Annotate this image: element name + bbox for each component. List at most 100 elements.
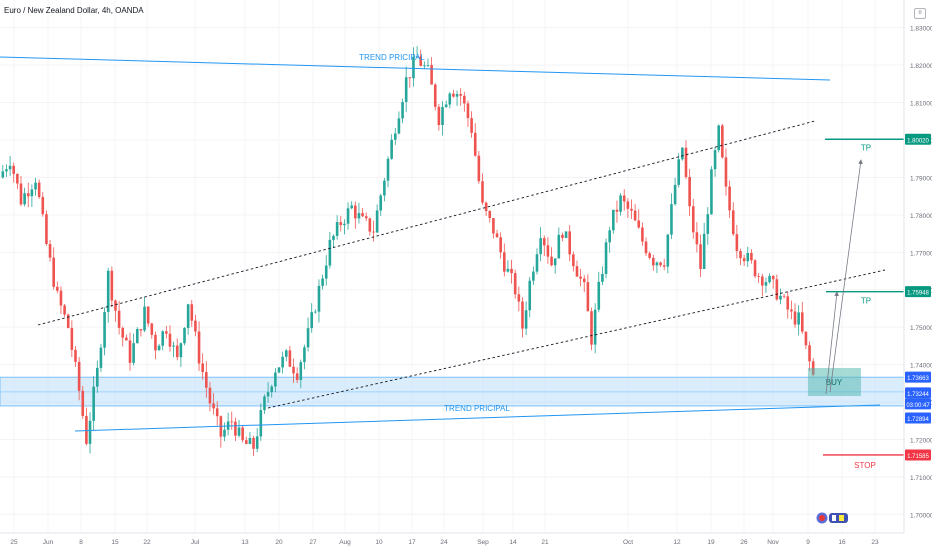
candle-body (194, 320, 197, 332)
candle-body (768, 275, 771, 283)
candle-body (368, 218, 372, 232)
candle-body (350, 205, 353, 209)
x-tick-label: 8 (79, 539, 83, 546)
candle-body (637, 220, 641, 228)
candle-body (681, 147, 684, 160)
candle-body (208, 387, 212, 404)
x-tick-label: 25 (10, 539, 18, 546)
candle-body (48, 244, 52, 258)
candle-body (292, 366, 295, 374)
buy-label: BUY (826, 378, 843, 387)
candle-body (735, 234, 739, 251)
candle-body (575, 266, 579, 277)
candle-body (455, 94, 459, 97)
candle-body (128, 340, 132, 363)
tp1-price-badge-bg (905, 133, 931, 145)
candle-body (390, 139, 393, 159)
candle-body (248, 437, 252, 444)
candle-body (81, 390, 85, 416)
candle-body (175, 345, 179, 358)
candle-body (92, 386, 95, 421)
candle-body (608, 230, 611, 243)
candle-body (441, 107, 444, 126)
candle-body (45, 214, 48, 245)
candle-body (764, 282, 768, 286)
candle-body (52, 257, 55, 287)
candle-body (284, 350, 288, 357)
candle-body (659, 262, 662, 266)
candle-body (648, 253, 651, 258)
candle-body (168, 333, 172, 347)
candle-body (324, 265, 328, 279)
candle-body (354, 205, 357, 219)
candle-body (528, 280, 532, 311)
candle-body (379, 195, 383, 211)
candle-body (26, 193, 30, 197)
candle-body (372, 231, 375, 233)
candle-body (266, 392, 270, 397)
candle-body (74, 349, 77, 362)
candles (1, 46, 815, 457)
candle-body (179, 343, 183, 358)
candle-body (644, 241, 648, 254)
candle-body (597, 281, 601, 310)
candle-body (633, 210, 637, 221)
candle-body (492, 218, 495, 234)
candle-body (135, 329, 139, 344)
candle-body (702, 233, 706, 269)
candle-body (746, 253, 750, 262)
candle-body (397, 118, 401, 134)
y-tick-label: 1.81000 (910, 101, 932, 108)
candle-body (793, 311, 797, 325)
stop-price-badge: 1.71585 (907, 454, 929, 460)
zone-top-badge: 1.73663 (907, 376, 929, 382)
candle-body (604, 242, 608, 274)
buy-box (808, 368, 861, 396)
candle-body (114, 300, 117, 311)
y-tick-label: 1.74000 (910, 363, 932, 370)
candle-body (85, 415, 88, 444)
candle-body (154, 334, 157, 351)
candle-body (335, 222, 339, 236)
candle-body (139, 329, 143, 331)
candle-body (16, 173, 19, 184)
candle-body (364, 216, 368, 219)
candle-body (670, 204, 673, 235)
x-tick-label: 12 (673, 539, 681, 546)
currency-settings-icon[interactable]: ¤ (914, 8, 926, 19)
candle-body (724, 157, 728, 187)
candle-body (63, 305, 66, 315)
candle-body (415, 56, 419, 58)
candle-body (295, 373, 299, 380)
logo-icon (816, 512, 848, 524)
price-axis (904, 0, 932, 550)
candle-body (234, 421, 237, 436)
symbol-title[interactable]: Euro / New Zealand Dollar, 4h, OANDA (4, 6, 144, 15)
tp2-price-badge: 1.75948 (907, 291, 929, 297)
candle-body (517, 294, 521, 302)
candle-body (332, 235, 335, 240)
candle-body (579, 276, 582, 279)
candle-body (426, 65, 430, 66)
candle-body (731, 210, 735, 235)
candle-body (357, 213, 361, 219)
candle-body (641, 227, 644, 242)
candle-body (34, 182, 37, 190)
candle-body (513, 273, 517, 295)
trend-top-line (0, 56, 831, 81)
x-tick-label: Jul (191, 539, 200, 546)
candle-body (274, 372, 277, 387)
candle-body (677, 159, 681, 185)
candle-body (804, 331, 808, 346)
x-tick-label: 24 (440, 539, 448, 546)
candle-body (241, 427, 244, 441)
candle-body (622, 195, 626, 202)
candle-body (473, 132, 477, 156)
y-tick-label: 1.71000 (910, 475, 932, 482)
candle-body (630, 208, 633, 211)
candle-body (710, 169, 713, 215)
candle-body (252, 437, 255, 449)
candle-body (651, 257, 655, 266)
candle-body (750, 253, 753, 261)
